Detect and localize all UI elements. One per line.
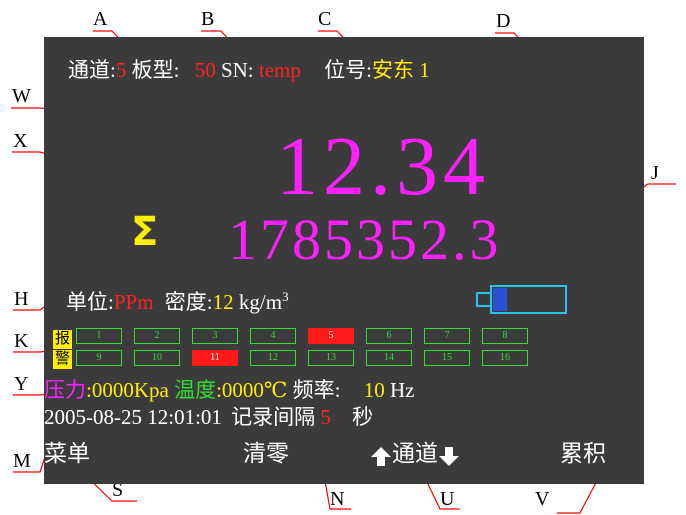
channel-label: 通道:: [68, 58, 116, 82]
channel-value: 5: [115, 58, 127, 82]
callout-h: H: [14, 288, 29, 310]
alarm-cell-11: 11: [192, 350, 238, 366]
board-type-value: 50: [194, 58, 216, 82]
pressure-label: 压力: [44, 378, 86, 402]
datetime: 2005-08-25 12:01:01: [44, 405, 222, 429]
instrument-screen: 通道:5 板型: 50 SN: temp 位号:安东 1 12.34 Σ 178…: [44, 37, 644, 484]
menu-button[interactable]: 菜单: [44, 441, 90, 466]
callout-b: B: [201, 8, 215, 30]
battery-tip: [476, 292, 490, 307]
temperature-label: 温度: [174, 378, 217, 402]
alarm-tag-top: 报: [53, 330, 72, 349]
callout-v: V: [535, 488, 550, 510]
sn-value: temp: [258, 58, 301, 82]
frequency-unit: Hz: [390, 378, 415, 402]
alarm-cell-4: 4: [250, 328, 296, 344]
env-row: 压力:0000Kpa 温度:0000℃ 频率: 10 Hz: [44, 378, 415, 402]
callout-a: A: [93, 8, 108, 30]
alarm-cell-6: 6: [366, 328, 412, 344]
interval-value: 5: [320, 405, 331, 429]
alarm-cell-8: 8: [482, 328, 528, 344]
interval-label: 记录间隔: [231, 405, 316, 429]
sigma-icon: Σ: [131, 209, 159, 255]
density-unit-exponent: 3: [282, 289, 289, 304]
callout-k: K: [14, 330, 29, 352]
unit-row: 单位:PPm 密度:12 kg/m3: [66, 285, 289, 314]
total-value: 1785352.3: [228, 207, 502, 272]
battery-icon: [490, 285, 567, 314]
interval-unit: 秒: [352, 405, 374, 429]
unit-value: PPm: [113, 290, 154, 314]
channel-button-label: 通道: [392, 441, 438, 466]
pressure-value: :0000Kpa: [86, 378, 169, 402]
total-button[interactable]: 累积: [560, 441, 606, 466]
density-label: 密度:: [164, 290, 213, 314]
alarm-cell-13: 13: [308, 350, 354, 366]
frequency-label: 频率:: [292, 378, 341, 402]
callout-m: M: [13, 450, 31, 472]
callout-y: Y: [14, 373, 29, 395]
alarm-cell-10: 10: [134, 350, 180, 366]
alarm-cell-5: 5: [308, 328, 354, 344]
alarm-cell-7: 7: [424, 328, 470, 344]
alarm-cell-9: 9: [76, 350, 122, 366]
callout-x: X: [13, 130, 28, 152]
callout-s: S: [112, 479, 124, 501]
temperature-value: :0000℃: [216, 378, 288, 402]
alarm-cell-1: 1: [76, 328, 122, 344]
alarm-cell-16: 16: [482, 350, 528, 366]
callout-c: C: [318, 8, 332, 30]
clear-button[interactable]: 清零: [243, 441, 289, 466]
callout-w: W: [12, 85, 31, 107]
unit-label: 单位:: [66, 290, 114, 314]
status-row: 2005-08-25 12:01:01 记录间隔 5 秒: [44, 405, 373, 429]
alarm-cell-12: 12: [250, 350, 296, 366]
board-type-label: 板型:: [131, 58, 180, 82]
arrow-down-icon: [439, 446, 459, 466]
density-value: 12: [212, 290, 234, 314]
battery-level: [493, 288, 507, 311]
instant-value: 12.34: [276, 120, 490, 213]
frequency-value: 10: [363, 378, 385, 402]
channel-button[interactable]: 通道: [370, 441, 460, 467]
alarm-tag-bottom: 警: [53, 350, 72, 369]
density-unit: kg/m: [238, 290, 283, 314]
callout-j: J: [651, 162, 659, 184]
arrow-up-icon: [371, 446, 391, 466]
position-value: 安东 1: [371, 58, 430, 82]
position-label: 位号:: [324, 58, 372, 82]
callout-u: U: [440, 488, 455, 510]
callout-d: D: [496, 10, 511, 32]
alarm-cell-15: 15: [424, 350, 470, 366]
sn-label: SN:: [220, 58, 254, 82]
alarm-cell-14: 14: [366, 350, 412, 366]
header-row: 通道:5 板型: 50 SN: temp 位号:安东 1: [68, 58, 430, 82]
alarm-cell-3: 3: [192, 328, 238, 344]
alarm-cell-2: 2: [134, 328, 180, 344]
callout-n: N: [330, 488, 345, 510]
